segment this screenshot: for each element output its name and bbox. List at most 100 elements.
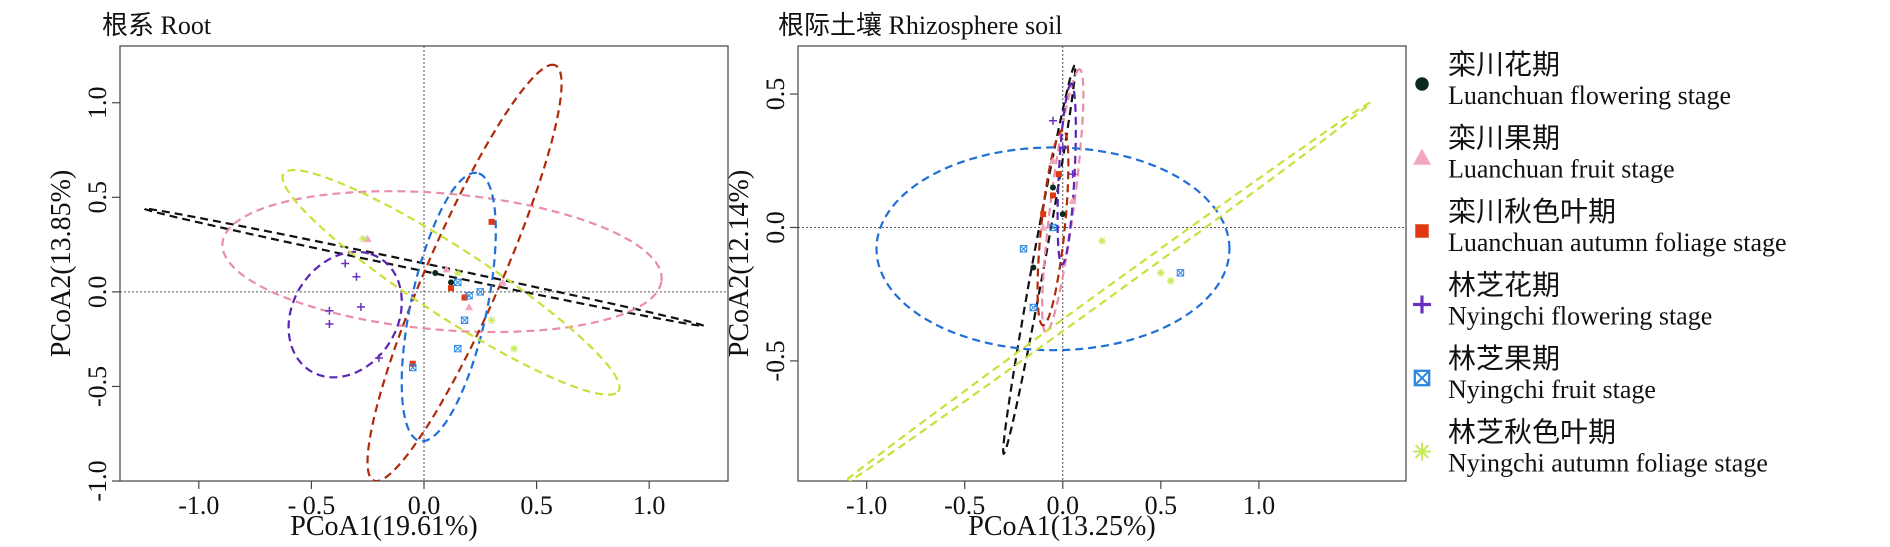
data-point-ny_autumn xyxy=(487,316,496,325)
confidence-ellipse-lc_fruit xyxy=(221,190,663,334)
legend-label-cn: 林芝花期 xyxy=(1448,270,1560,302)
data-point-ny_autumn xyxy=(1166,276,1175,285)
confidence-ellipse-ny_fruit xyxy=(875,146,1231,352)
x-tick-label: 1.0 xyxy=(1243,491,1276,520)
data-point-ny_fruit xyxy=(460,316,469,324)
data-point-lc_flower xyxy=(448,279,455,286)
y-tick-label: -0.5 xyxy=(761,340,790,381)
legend-label-en: Nyingchi autumn foliage stage xyxy=(1448,449,1768,478)
legend-label-en: Luanchuan flowering stage xyxy=(1448,81,1731,110)
legend-label-cn: 栾川秋色叶期 xyxy=(1448,196,1616,228)
legend-marker-lc_flower xyxy=(1415,77,1429,91)
plot-area xyxy=(798,46,1406,481)
data-point-lc_fruit xyxy=(363,234,372,243)
plot-area xyxy=(120,46,728,481)
data-point-lc_autumn xyxy=(409,360,416,367)
panel-title: 根际土壤 Rhizosphere soil xyxy=(778,11,1063,40)
y-axis-label: PCoA2(13.85%) xyxy=(46,170,77,357)
data-point-ny_flower xyxy=(325,320,334,329)
panel-title: 根系 Root xyxy=(102,11,212,40)
data-point-lc_autumn xyxy=(1040,211,1047,218)
x-tick-label: 0.5 xyxy=(1145,491,1178,520)
x-tick-label: 0.5 xyxy=(520,491,553,520)
data-point-lc_flower xyxy=(1049,184,1056,191)
y-tick-label: 1.0 xyxy=(83,86,112,119)
y-tick-label: 0.5 xyxy=(761,78,790,111)
legend-label-cn: 林芝秋色叶期 xyxy=(1448,417,1616,449)
data-point-ny_fruit xyxy=(1176,269,1185,277)
data-point-ny_flower xyxy=(1048,116,1057,125)
data-point-lc_fruit xyxy=(1039,223,1048,231)
data-point-ny_fruit xyxy=(465,291,473,300)
data-point-ny_autumn xyxy=(1156,268,1165,277)
legend-marker-lc_autumn xyxy=(1415,224,1429,238)
confidence-ellipse-lc_autumn xyxy=(366,63,563,481)
rhizosphere-pcoa-panel: 根际土壤 Rhizosphere soil -1.0 -0.5 0.0 0.5 1.0 -0… xyxy=(724,11,1407,542)
data-point-lc_flower xyxy=(1059,211,1066,218)
data-point-lc_flower xyxy=(1030,264,1037,271)
data-point-ny_fruit xyxy=(454,344,462,353)
confidence-ellipse-ny_flower xyxy=(1056,82,1077,266)
data-point-ny_flower xyxy=(325,306,334,315)
legend-marker-ny_fruit xyxy=(1413,369,1431,387)
legend-marker-lc_fruit xyxy=(1413,148,1431,165)
plot-frame xyxy=(797,45,1407,482)
confidence-ellipse-ny_fruit xyxy=(400,171,497,443)
data-point-lc_autumn xyxy=(448,285,455,292)
data-point-lc_fruit xyxy=(465,303,474,311)
y-tick-label: -1.0 xyxy=(83,460,112,501)
data-point-lc_autumn xyxy=(1055,171,1062,178)
data-point-ny_flower xyxy=(374,354,383,363)
confidence-ellipse-lc_autumn xyxy=(1036,128,1070,327)
legend-label-cn: 栾川果期 xyxy=(1448,123,1560,155)
y-tick-label: 0.5 xyxy=(83,181,112,214)
data-point-ny_flower xyxy=(352,272,361,281)
data-point-ny_autumn xyxy=(1098,236,1106,245)
data-point-lc_fruit xyxy=(498,278,507,286)
x-axis-label: PCoA1(13.25%) xyxy=(968,511,1155,542)
data-point-ny_fruit xyxy=(476,288,484,296)
y-tick-label: 0.0 xyxy=(83,276,112,309)
x-tick-label: 1.0 xyxy=(633,491,666,520)
legend-label-cn: 林芝果期 xyxy=(1448,343,1560,375)
data-point-ny_fruit xyxy=(1049,223,1057,232)
data-point-ny_flower xyxy=(1068,170,1077,179)
data-point-ny_autumn xyxy=(453,268,462,277)
x-tick-label: -1.0 xyxy=(178,491,219,520)
x-tick-label: - 0.5 xyxy=(288,491,336,520)
x-tick-label: 0.0 xyxy=(1047,491,1080,520)
data-point-ny_autumn xyxy=(359,234,368,243)
x-tick-label: 0.0 xyxy=(408,491,441,520)
confidence-ellipse-ny_flower xyxy=(287,250,403,379)
legend-label-cn: 栾川花期 xyxy=(1448,49,1560,81)
legend-marker-ny_autumn xyxy=(1413,442,1431,461)
data-point-lc_fruit xyxy=(1048,156,1057,164)
x-tick-label: -1.0 xyxy=(846,491,887,520)
data-point-lc_autumn xyxy=(461,294,468,301)
data-point-ny_flower xyxy=(356,303,365,311)
y-tick-label: 0.0 xyxy=(761,211,790,244)
x-axis-label: PCoA1(19.61%) xyxy=(290,511,477,542)
data-point-lc_fruit xyxy=(1068,196,1077,204)
y-axis-label: PCoA2(12.14%) xyxy=(724,170,755,357)
data-point-lc_autumn xyxy=(1049,192,1056,199)
legend-marker-ny_flower xyxy=(1413,295,1431,314)
legend-label-en: Luanchuan fruit stage xyxy=(1448,155,1675,184)
data-point-ny_fruit xyxy=(1029,303,1038,312)
confidence-ellipse-lc_fruit xyxy=(1041,68,1085,334)
confidence-ellipse-ny_autumn xyxy=(281,169,621,396)
data-point-ny_fruit xyxy=(1019,245,1028,253)
legend-label-en: Luanchuan autumn foliage stage xyxy=(1448,228,1787,257)
data-point-ny_autumn xyxy=(510,344,519,353)
x-tick-label: -0.5 xyxy=(944,491,985,520)
y-tick-label: -0.5 xyxy=(83,366,112,407)
legend-label-en: Nyingchi fruit stage xyxy=(1448,375,1656,404)
